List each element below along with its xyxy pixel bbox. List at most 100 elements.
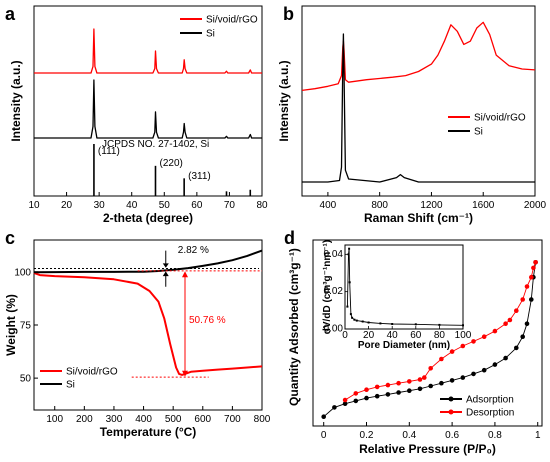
panel-d-inset-axes — [344, 244, 464, 330]
panel-d-point-1 — [342, 397, 348, 403]
panel-d-point-0 — [396, 390, 401, 395]
panel-d-inset-point — [379, 322, 382, 325]
panel-a-xtick-label: 50 — [159, 200, 171, 211]
panel-d-point-0 — [529, 297, 534, 302]
panel-d-point-1 — [520, 297, 525, 302]
panel-d-xtick-label: 0.6 — [445, 430, 459, 441]
panel-a-xtick-label: 70 — [224, 200, 236, 211]
panel-d-inset-xtick-label: 0 — [342, 330, 348, 341]
panel-c-xtick-label: 800 — [254, 414, 271, 425]
panel-d-inset-point — [347, 253, 350, 256]
panel-c-arrowhead-down — [162, 263, 169, 268]
panel-b-series-0 — [301, 21, 536, 92]
panel-c-xtick-label: 100 — [46, 414, 63, 425]
panel-c-annotation-1: 50.76 % — [189, 315, 226, 326]
panel-d-point-1 — [492, 328, 498, 334]
panel-d-inset-xtick-label: 80 — [434, 330, 446, 341]
panel-d-point-0 — [428, 383, 434, 389]
panel-d-point-0 — [471, 371, 476, 377]
panel-b-legend-1-label: Si — [474, 127, 483, 138]
panel-d-point-0 — [417, 386, 423, 392]
panel-d-point-1 — [531, 265, 536, 271]
panel-d-point-0 — [481, 367, 487, 373]
panel-d-inset-xtick-label: 60 — [410, 330, 422, 341]
panel-d-inset-ytick-label: 0.04 — [324, 249, 344, 260]
panel-a-legend-0-label: Si/void/rGO — [206, 15, 258, 26]
panel-c-xtick-label: 300 — [106, 414, 123, 425]
panel-d-point-1 — [428, 366, 434, 371]
panel-d-point-1 — [529, 274, 534, 280]
panel-d-inset-xlabel: Pore Diameter (nm) — [358, 340, 450, 351]
panel-d-inset-xtick-label: 20 — [363, 330, 375, 341]
panel-d-inset-point — [367, 321, 370, 324]
panel-d-point-1 — [417, 377, 423, 382]
panel-d-point-0 — [520, 334, 525, 340]
panel-d-point-0 — [449, 378, 455, 383]
panel-b-xlabel: Raman Shift (cm⁻¹) — [364, 211, 473, 225]
panel-c-legend-1-label: Si — [66, 380, 75, 391]
panel-c-legend-0-label: Si/void/rGO — [66, 367, 118, 378]
panel-c-annotation-0: 2.82 % — [178, 245, 209, 256]
panel-a-xlabel: 2-theta (degree) — [103, 211, 193, 225]
panel-d-inset-point — [355, 319, 358, 322]
panel-d-point-0 — [385, 392, 391, 397]
panel-d-inset-point — [361, 320, 364, 323]
panel-d-point-0 — [492, 362, 498, 367]
panel-d-legend-0-marker — [448, 396, 454, 402]
panel-d-point-1 — [533, 260, 538, 265]
panel-d-inset-point — [391, 323, 394, 325]
panel-d-point-0 — [321, 414, 327, 420]
panel-b-xtick-label: 1200 — [420, 200, 443, 211]
panel-c-xtick-label: 500 — [165, 414, 182, 425]
panel-c-xlabel: Temperature (°C) — [100, 425, 197, 439]
panel-a-ref-title: JCPDS NO. 27-1402, Si — [102, 139, 209, 150]
panel-b-xtick-label: 800 — [371, 200, 388, 211]
panel-a-ylabel: Intensity (a.u.) — [9, 60, 23, 141]
panel-d-point-1 — [471, 339, 476, 344]
panel-a-xtick-label: 60 — [191, 200, 203, 211]
panel-d-xtick-label: 0.4 — [402, 430, 416, 441]
panel-d-point-0 — [503, 355, 508, 361]
panel-d-inset-xtick-label: 100 — [455, 330, 472, 341]
panel-d-inset-point — [353, 318, 356, 321]
panel-b-xtick-label: 400 — [320, 200, 337, 211]
panel-d-ylabel: Quantity Adsorbed (cm³g⁻¹) — [287, 248, 301, 406]
panel-d-inset-point — [346, 305, 349, 308]
panel-d-inset-point — [414, 323, 417, 326]
panel-c-series-1 — [33, 249, 263, 274]
panel-c-xtick-label: 600 — [194, 414, 211, 425]
panel-d-point-0 — [342, 401, 348, 407]
panel-a-axes — [33, 5, 263, 197]
panel-d-legend-1-label: Desorption — [466, 408, 514, 419]
panel-d-point-0 — [364, 395, 369, 401]
panel-d-inset-ylabel: dV/dD (cm³g⁻¹nm⁻¹) — [322, 240, 333, 334]
panel-d-xtick-label: 0 — [321, 430, 327, 441]
panel-b-axes — [301, 5, 536, 197]
panel-d-xtick-label: 0.8 — [488, 430, 502, 441]
panel-d-point-1 — [524, 284, 530, 289]
panel-d-legend-1-marker — [448, 409, 454, 415]
panel-a-ref-label: (311) — [188, 171, 211, 182]
panel-d-point-0 — [332, 405, 337, 410]
panel-a-xtick-label: 10 — [28, 200, 40, 211]
panel-a-label: a — [5, 4, 16, 24]
panel-d-point-0 — [514, 345, 519, 351]
panel-d-point-0 — [524, 321, 530, 327]
panel-d-point-1 — [364, 387, 369, 393]
panel-d-point-1 — [422, 375, 427, 380]
panel-c-ytick-label: 100 — [14, 267, 31, 278]
panel-c-series-0 — [33, 271, 263, 376]
panel-c-ytick-label: 75 — [20, 321, 32, 332]
panel-d-point-1 — [353, 391, 359, 396]
panel-d-inset-point — [349, 313, 352, 316]
panel-d-point-1 — [439, 356, 444, 362]
panel-d-point-1 — [481, 334, 487, 340]
panel-a-ref-label: (111) — [98, 146, 120, 157]
panel-d-inset-point — [462, 324, 464, 327]
panel-d-inset-ytick-label: 0.00 — [324, 324, 344, 335]
panel-d-inset-point — [348, 247, 351, 250]
panel-c-arrowhead-up — [162, 271, 169, 277]
panel-d-point-1 — [460, 343, 466, 349]
panel-c-xtick-label: 200 — [76, 414, 93, 425]
